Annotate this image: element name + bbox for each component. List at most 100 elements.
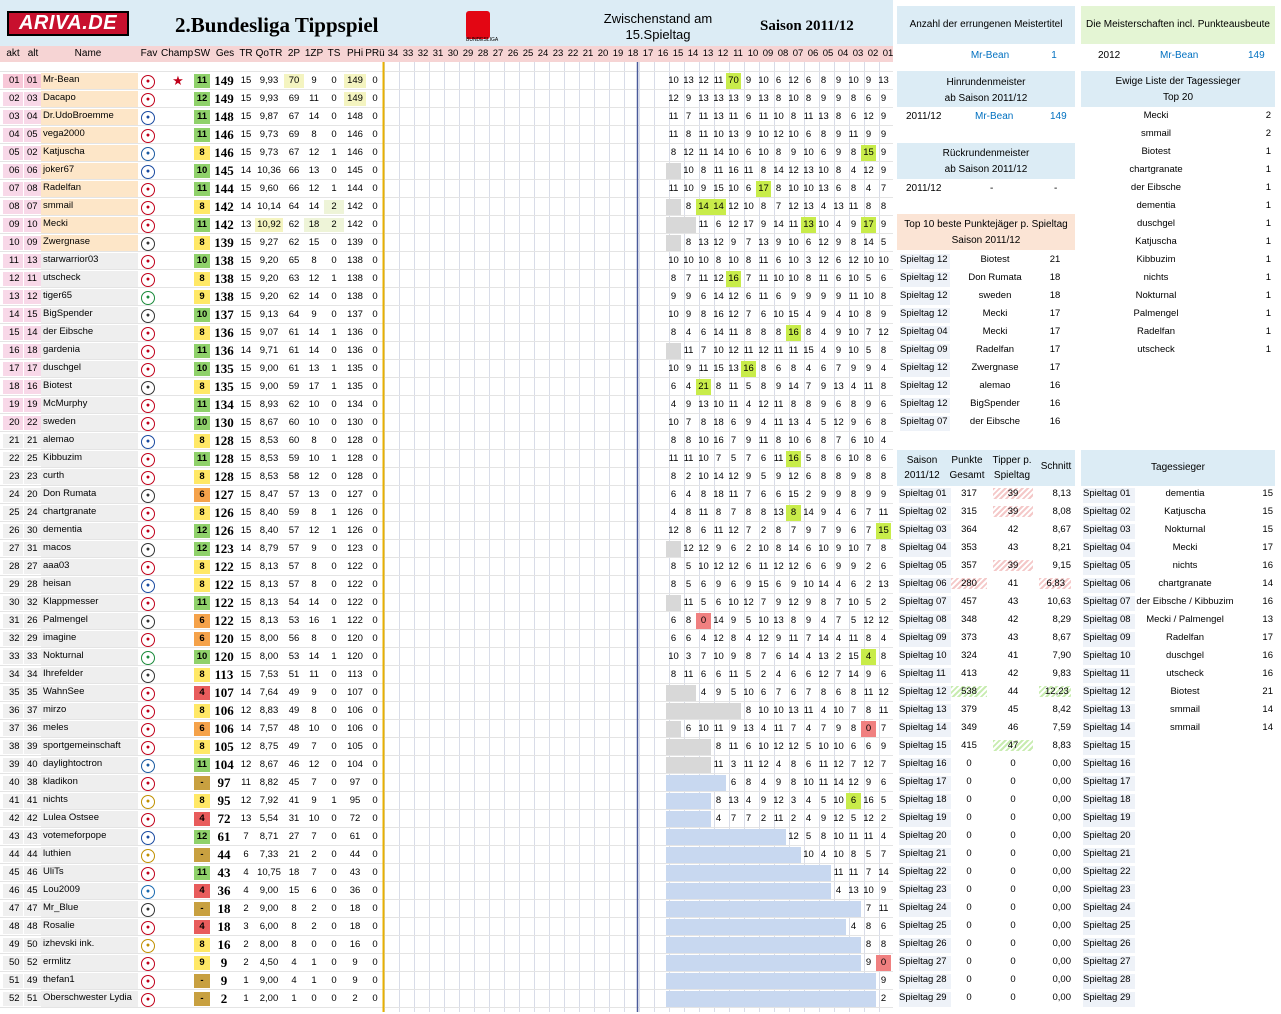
player-name[interactable]: UliTs: [41, 865, 138, 881]
player-name[interactable]: meles: [41, 721, 138, 737]
player-name[interactable]: Klappmesser: [41, 595, 138, 611]
spieltag-wertung: 10: [194, 164, 210, 178]
player-name[interactable]: chartgranate: [41, 505, 138, 521]
player-name[interactable]: BigSpender: [41, 307, 138, 323]
matchday-cell: [666, 991, 681, 1007]
ts-value: 1: [331, 183, 337, 194]
qotr-value: 9,27: [259, 237, 279, 248]
matchday-cell: 12: [773, 561, 784, 572]
player-name[interactable]: Palmengel: [41, 613, 138, 629]
player-name[interactable]: Mr-Bean: [41, 73, 138, 89]
spieltag-wertung: 6: [194, 632, 210, 646]
player-name[interactable]: macos: [41, 541, 138, 557]
player-name[interactable]: der Eibsche: [41, 325, 138, 341]
matchday-cell: [801, 883, 816, 899]
matchday-cell: [711, 901, 726, 917]
spieltag-label: Spieltag 09: [900, 344, 950, 359]
club-crest-icon: ●: [141, 507, 155, 521]
player-name[interactable]: thefan1: [41, 973, 138, 989]
player-name[interactable]: ermlitz: [41, 955, 138, 971]
matchday-cell: 9: [745, 75, 752, 86]
player-name[interactable]: votemeforpope: [41, 829, 138, 845]
2p-value: 64: [288, 309, 300, 320]
player-name[interactable]: WahnSee: [41, 685, 138, 701]
player-name[interactable]: mirzo: [41, 703, 138, 719]
matchday-cell: [666, 757, 681, 773]
top10-subtitle: Saison 2011/12: [951, 235, 1021, 246]
player-name[interactable]: Lulea Ostsee: [41, 811, 138, 827]
player-name[interactable]: joker67: [41, 163, 138, 179]
player-name[interactable]: Lou2009: [41, 883, 138, 899]
player-name[interactable]: aaa03: [41, 559, 138, 575]
player-name[interactable]: smmail: [41, 199, 138, 215]
player-name[interactable]: sportgemeinschaft: [41, 739, 138, 755]
punkte: 373: [961, 632, 977, 643]
tr-value: 15: [240, 471, 252, 482]
matchday-cell: 6: [670, 615, 677, 626]
player-name[interactable]: Biotest: [41, 379, 138, 395]
ariva-logo[interactable]: ARIVA.DE: [7, 11, 129, 36]
spieltag-label: Spieltag 12: [900, 254, 950, 269]
player-name[interactable]: Dacapo: [41, 91, 138, 107]
matchday-cell: 7: [760, 597, 767, 608]
spieltag-wertung: 12: [194, 92, 210, 106]
matchday-cell: 7: [700, 651, 707, 662]
player-name[interactable]: Kibbuzim: [41, 451, 138, 467]
player-name[interactable]: Katjuscha: [41, 145, 138, 161]
player-name[interactable]: duschgel: [41, 361, 138, 377]
matchday-cell: 8: [775, 543, 782, 554]
matchday-cell: 12: [818, 669, 829, 680]
tr-value: 13: [240, 813, 252, 824]
player-name[interactable]: izhevski ink.: [41, 937, 138, 953]
player-name[interactable]: kladikon: [41, 775, 138, 791]
matchday-cell: 12: [728, 561, 739, 572]
player-name[interactable]: alemao: [41, 433, 138, 449]
player-name[interactable]: tiger65: [41, 289, 138, 305]
fav-team-badge: ●: [138, 704, 158, 719]
pru-value: 0: [372, 381, 378, 392]
spieltag-label: Spieltag 24: [899, 902, 951, 917]
player-name[interactable]: Ihrefelder: [41, 667, 138, 683]
player-name[interactable]: Nokturnal: [41, 649, 138, 665]
qotr-value: 9,93: [259, 93, 279, 104]
winner: Radelfan: [1165, 632, 1205, 643]
spieltag-wertung: 8: [194, 740, 210, 754]
1zp-value: 12: [308, 525, 320, 536]
player-name[interactable]: Oberschwester Lydia: [41, 991, 138, 1007]
rank-previous: 49: [24, 974, 44, 988]
player-name[interactable]: luthien: [41, 847, 138, 863]
punkte: 357: [961, 560, 977, 571]
top10-header: Top 10 beste Punktejäger p. Spieltag Sai…: [897, 214, 1075, 250]
player-name[interactable]: gardenia: [41, 343, 138, 359]
spieltag-label: Spieltag 25: [899, 920, 951, 935]
player-name[interactable]: daylightoctron: [41, 757, 138, 773]
player-name[interactable]: sweden: [41, 415, 138, 431]
player-name[interactable]: Rosalie: [41, 919, 138, 935]
player-name[interactable]: Radelfan: [41, 181, 138, 197]
player-name[interactable]: Mr_Blue: [41, 901, 138, 917]
player-name[interactable]: starwarrior03: [41, 253, 138, 269]
winner: smmail: [1169, 704, 1201, 715]
points: 21: [1049, 254, 1061, 265]
matchday-cell: 11: [743, 165, 754, 176]
player-name[interactable]: Mecki: [41, 217, 138, 233]
matchday-cell: 2: [760, 525, 767, 536]
matchday-cell: 10: [818, 741, 829, 752]
player-name[interactable]: nichts: [41, 793, 138, 809]
points: 18: [1049, 272, 1061, 283]
player-name[interactable]: Zwergnase: [41, 235, 138, 251]
player-name[interactable]: Don Rumata: [41, 487, 138, 503]
player-name[interactable]: Dr.UdoBroemme: [41, 109, 138, 125]
player-name[interactable]: curth: [41, 469, 138, 485]
player-name[interactable]: utscheck: [41, 271, 138, 287]
player-name[interactable]: McMurphy: [41, 397, 138, 413]
matchday-cell: 11: [878, 705, 889, 716]
1zp-value: 2: [311, 903, 317, 914]
winner: Nokturnal: [1164, 524, 1206, 535]
matchday-cell: 11: [848, 831, 859, 842]
player-name[interactable]: dementia: [41, 523, 138, 539]
player-name[interactable]: imagine: [41, 631, 138, 647]
player-name[interactable]: vega2000: [41, 127, 138, 143]
player-name[interactable]: heisan: [41, 577, 138, 593]
1zp-value: 2: [311, 849, 317, 860]
